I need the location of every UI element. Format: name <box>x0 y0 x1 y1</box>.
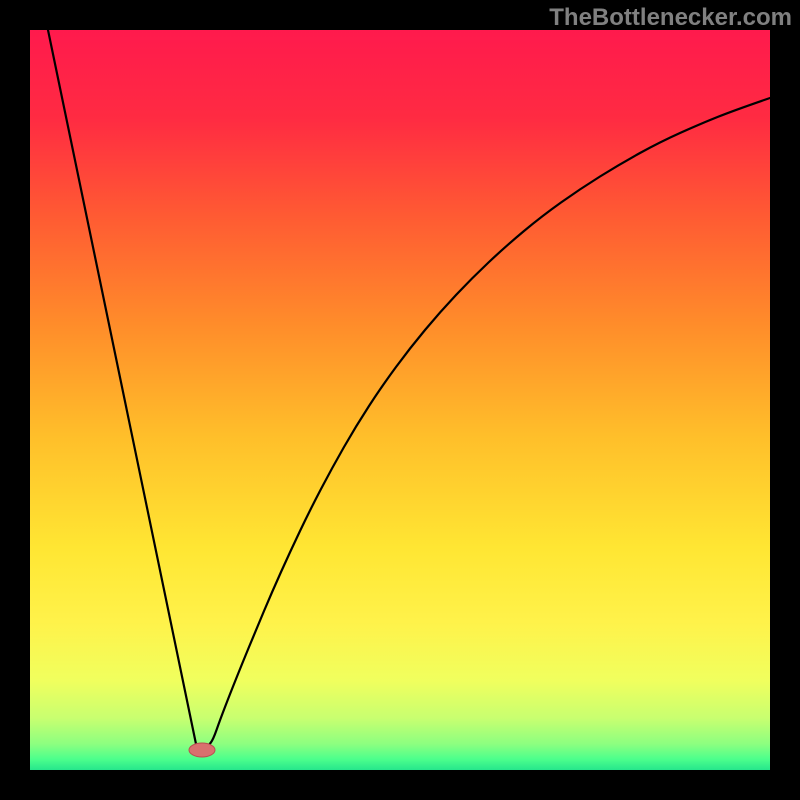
target-marker <box>189 743 215 757</box>
plot-background <box>30 30 770 770</box>
watermark-text: TheBottlenecker.com <box>549 4 792 32</box>
chart-container: TheBottlenecker.com <box>0 0 800 800</box>
bottleneck-chart <box>0 0 800 800</box>
